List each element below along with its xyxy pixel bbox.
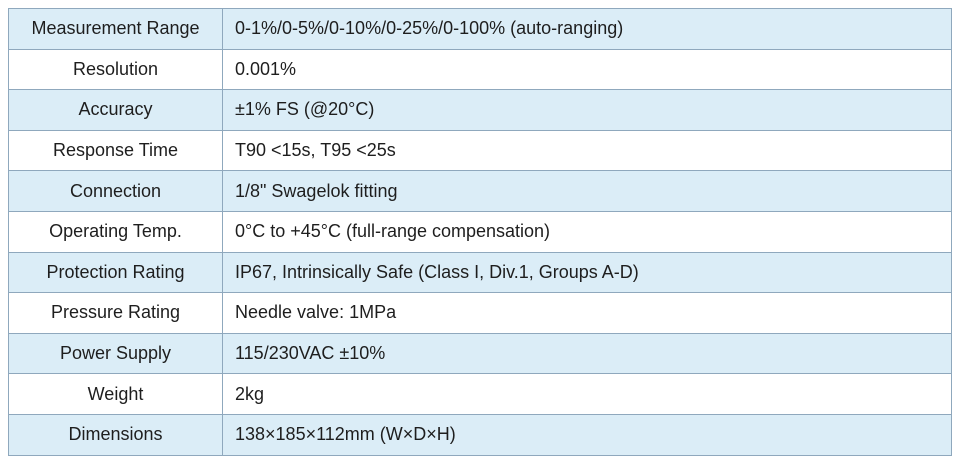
spec-row: Power Supply 115/230VAC ±10% bbox=[8, 332, 952, 375]
spec-label: Resolution bbox=[8, 48, 223, 91]
spec-value: 0-1%/0-5%/0-10%/0-25%/0-100% (auto-rangi… bbox=[222, 8, 952, 50]
spec-row: Resolution 0.001% bbox=[8, 48, 952, 91]
spec-row: Weight 2kg bbox=[8, 373, 952, 415]
spec-label: Measurement Range bbox=[8, 8, 223, 50]
spec-label: Pressure Rating bbox=[8, 292, 223, 334]
spec-label: Response Time bbox=[8, 129, 223, 172]
spec-row: Response Time T90 <15s, T95 <25s bbox=[8, 129, 952, 172]
spec-label: Power Supply bbox=[8, 332, 223, 375]
spec-label: Dimensions bbox=[8, 413, 223, 456]
spec-value: 0.001% bbox=[222, 48, 952, 91]
spec-value: 0°C to +45°C (full-range compensation) bbox=[222, 210, 952, 253]
spec-label: Protection Rating bbox=[8, 251, 223, 294]
spec-table: Measurement Range 0-1%/0-5%/0-10%/0-25%/0… bbox=[8, 8, 952, 456]
spec-label: Operating Temp. bbox=[8, 210, 223, 253]
spec-value: 115/230VAC ±10% bbox=[222, 332, 952, 375]
spec-value: ±1% FS (@20°C) bbox=[222, 89, 952, 131]
spec-table-body: Measurement Range 0-1%/0-5%/0-10%/0-25%/0… bbox=[8, 8, 952, 456]
spec-row: Accuracy ±1% FS (@20°C) bbox=[8, 89, 952, 131]
spec-row: Operating Temp. 0°C to +45°C (full-range … bbox=[8, 210, 952, 253]
spec-row: Protection Rating IP67, Intrinsically Saf… bbox=[8, 251, 952, 294]
spec-row: Connection 1/8" Swagelok fitting bbox=[8, 170, 952, 212]
spec-value: 138×185×112mm (W×D×H) bbox=[222, 413, 952, 456]
spec-value: Needle valve: 1MPa bbox=[222, 292, 952, 334]
spec-label: Accuracy bbox=[8, 89, 223, 131]
spec-row: Pressure Rating Needle valve: 1MPa bbox=[8, 292, 952, 334]
spec-value: IP67, Intrinsically Safe (Class I, Div.1… bbox=[222, 251, 952, 294]
spec-row: Measurement Range 0-1%/0-5%/0-10%/0-25%/0… bbox=[8, 8, 952, 50]
spec-label: Connection bbox=[8, 170, 223, 212]
spec-label: Weight bbox=[8, 373, 223, 415]
spec-value: 1/8" Swagelok fitting bbox=[222, 170, 952, 212]
spec-row: Dimensions 138×185×112mm (W×D×H) bbox=[8, 413, 952, 456]
spec-value: T90 <15s, T95 <25s bbox=[222, 129, 952, 172]
spec-value: 2kg bbox=[222, 373, 952, 415]
